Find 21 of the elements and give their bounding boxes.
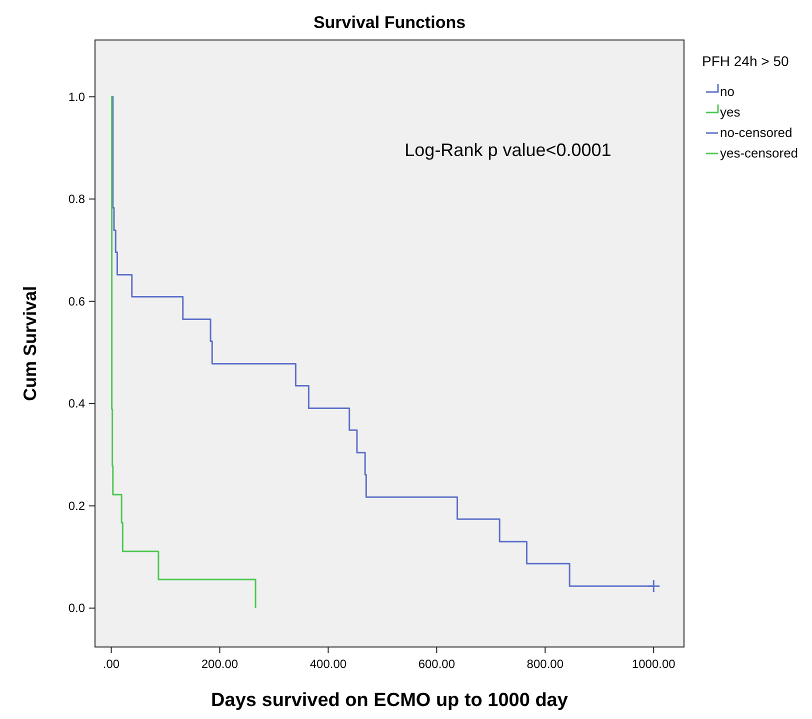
- x-tick-label: 600.00: [418, 657, 456, 671]
- legend-label: no: [720, 84, 734, 99]
- legend-label: yes-censored: [720, 146, 798, 160]
- legend-label: no-censored: [720, 125, 792, 140]
- annotation: Log-Rank p value<0.0001: [404, 140, 612, 160]
- legend-label: yes: [720, 104, 741, 120]
- x-tick-label: 200.00: [201, 657, 238, 671]
- chart-title: Survival Functions: [313, 13, 466, 32]
- y-tick-label: 1.0: [68, 90, 86, 104]
- x-tick-label: 400.00: [310, 657, 347, 671]
- y-tick-label: 0.6: [68, 294, 86, 308]
- y-tick-label: 0.8: [68, 192, 86, 206]
- legend-title: PFH 24h > 50: [702, 53, 789, 69]
- y-tick-label: 0.0: [68, 601, 86, 616]
- x-axis-title: Days survived on ECMO up to 1000 day: [211, 690, 568, 711]
- y-tick-label: 0.2: [68, 498, 86, 513]
- x-tick-label: 800.00: [526, 657, 564, 671]
- x-tick-label: 1000.00: [632, 657, 676, 671]
- y-axis-title: Cum Survival: [20, 286, 40, 402]
- y-tick-label: 0.4: [68, 396, 86, 411]
- x-tick-label: .00: [102, 657, 120, 671]
